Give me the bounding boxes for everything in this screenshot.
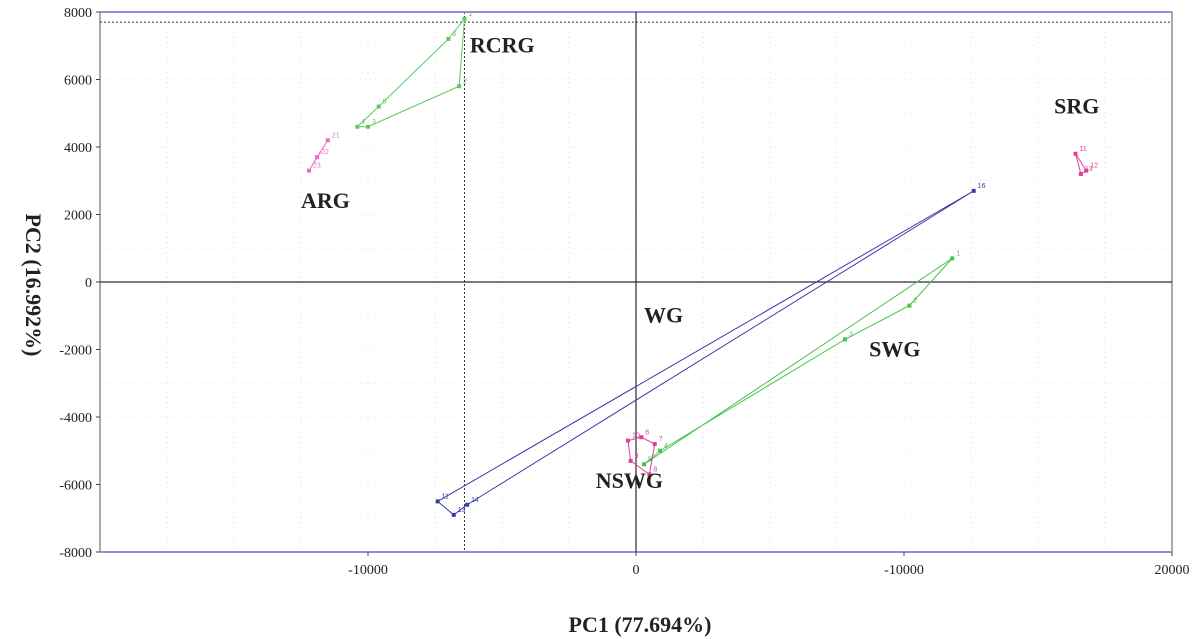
point-label: 3 [372, 119, 376, 126]
tick-labels: 80006000400020000-2000-4000-6000-8000-10… [59, 6, 1189, 578]
data-point [843, 337, 848, 342]
point-label: 4 [664, 443, 668, 450]
point-label: 2 [463, 78, 467, 85]
x-tick-label: 20000 [1155, 563, 1190, 578]
point-label: 8 [653, 466, 657, 473]
point-label: 7 [659, 436, 663, 443]
point-label: 3 [849, 331, 853, 338]
point-label: 22 [321, 149, 329, 156]
point-label: 5 [383, 99, 387, 106]
data-point [950, 256, 955, 261]
point-label: 6 [452, 31, 456, 38]
x-axis-title: PC1 (77.694%) [569, 612, 712, 637]
y-tick-label: 6000 [64, 74, 92, 89]
point-label: 4 [361, 119, 365, 126]
data-point [1084, 168, 1089, 173]
group-label: ARG [301, 188, 350, 213]
series-outline [627, 436, 656, 476]
data-point [642, 462, 647, 467]
point-label: 21 [332, 132, 340, 139]
x-tick-label: -10000 [348, 563, 388, 578]
data-point [658, 448, 663, 453]
data-point [625, 438, 630, 443]
x-tick-label: -10000 [884, 563, 924, 578]
group-label: RCRG [470, 33, 535, 58]
point-label: 5 [648, 456, 652, 463]
y-tick-label: -4000 [59, 411, 92, 426]
data-point [457, 84, 462, 89]
x-tick-label: 0 [633, 563, 640, 578]
data-point [315, 155, 320, 160]
data-point [628, 458, 633, 463]
data-point [462, 16, 467, 21]
data-point [307, 168, 312, 173]
data-point [446, 37, 451, 41]
data-point [1073, 151, 1078, 156]
point-label: 9 [635, 453, 639, 460]
point-label: 16 [978, 183, 986, 190]
series-outline [643, 257, 953, 465]
y-tick-label: -2000 [59, 344, 92, 359]
series-outline [1075, 153, 1087, 175]
data-point [376, 104, 381, 109]
point-label: 1 [956, 250, 960, 257]
y-tick-label: -8000 [59, 546, 92, 561]
data-point [451, 512, 456, 517]
point-label: 11 [442, 493, 449, 500]
group-label: WG [644, 303, 683, 328]
y-tick-label: 8000 [64, 6, 92, 21]
y-tick-label: 0 [85, 276, 92, 291]
point-label: 2 [913, 298, 917, 305]
data-point [355, 124, 360, 129]
data-point [647, 472, 652, 477]
group-labels: RCRG ARG SRG WG SWG NSWG [301, 33, 1099, 493]
group-label: NSWG [596, 468, 663, 493]
series-outline [356, 17, 466, 128]
point-label: 23 [313, 163, 321, 170]
point-label: 6 [645, 429, 649, 436]
y-axis-title: PC2 (16.992%) [21, 214, 46, 357]
point-label: 14 [471, 497, 479, 504]
point-label: 13 [1085, 166, 1093, 173]
data-point [465, 502, 470, 507]
data-point [907, 303, 912, 308]
point-label: 10 [632, 433, 640, 440]
data-point [325, 138, 330, 143]
data-point [971, 188, 976, 193]
group-label: SRG [1054, 93, 1099, 118]
data-point [639, 435, 644, 440]
y-tick-label: -6000 [59, 479, 92, 494]
y-tick-label: 2000 [64, 209, 92, 224]
data-point [366, 124, 370, 129]
data-point [1078, 172, 1083, 176]
point-label: 11 [1080, 146, 1087, 153]
data-point [435, 499, 440, 504]
point-label: 13 [458, 507, 466, 514]
point-label: 12 [1090, 163, 1098, 170]
y-tick-label: 4000 [64, 141, 92, 156]
data-point [652, 442, 657, 446]
group-label: SWG [869, 336, 920, 361]
point-label: 1 [468, 11, 472, 18]
